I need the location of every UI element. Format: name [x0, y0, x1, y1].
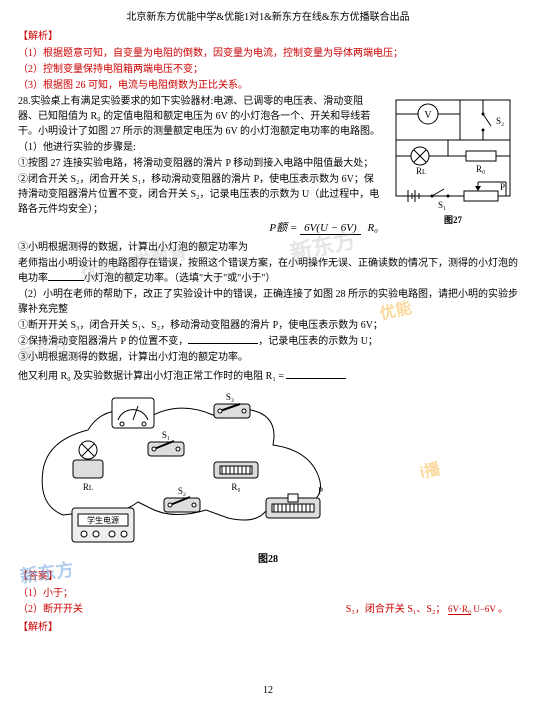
s1-label: S₁: [438, 200, 446, 210]
switch-s1: S₁: [148, 430, 184, 456]
lamp-rl: RL: [73, 441, 103, 492]
analysis-2-label: 【解析】: [18, 620, 518, 635]
s2-label: S₂: [496, 116, 504, 126]
rheostat: P: [266, 486, 323, 518]
answer-2-right: S₃，闭合开关 S₁、S₂； 6V·R₀ U−6V 。: [346, 602, 508, 617]
blank-2: [188, 334, 258, 344]
analysis-line-1: （1）根据题意可知，自变量为电阻的倒数，因变量为电流，控制变量为导体两端电压；: [18, 46, 518, 61]
analysis-line-2: （2）控制变量保持电阻箱两端电压不变；: [18, 62, 518, 77]
switch-s2: S₂: [164, 486, 200, 512]
figure-27: V S₂ RL R₀: [388, 94, 518, 228]
figure-28: S₃ RL S₁ R₀: [18, 390, 518, 550]
q28-step2c: ③小明根据测得的数据，计算出小灯泡的额定功率。: [18, 350, 518, 365]
resistor-r0: R₀: [214, 462, 258, 492]
svg-text:R₀: R₀: [231, 482, 240, 492]
rl-label: RL: [416, 166, 426, 176]
analysis-line-3: （3）根据图 26 可知，电流与电阻倒数为正比关系。: [18, 78, 518, 93]
page-header: 北京新东方优能中学&优能1对1&新东方在线&东方优播联合出品: [18, 10, 518, 25]
answer-2: （2）断开开关 S₃，闭合开关 S₁、S₂； 6V·R₀ U−6V 。: [18, 602, 518, 617]
figure-28-caption: 图28: [18, 552, 518, 567]
svg-text:学生电源: 学生电源: [87, 515, 119, 525]
svg-text:S₁: S₁: [162, 430, 170, 440]
page-number: 12: [263, 683, 273, 698]
svg-text:S₃: S₃: [226, 392, 234, 402]
blank-1: [48, 271, 84, 281]
voltmeter-device: [112, 398, 154, 428]
voltmeter-label: V: [424, 110, 432, 121]
switch-s3: S₃: [214, 392, 250, 418]
blank-3: [286, 369, 346, 379]
svg-text:RL: RL: [83, 482, 93, 492]
q28-step1c: ③小明根据测得的数据，计算出小灯泡的额定功率为: [18, 240, 518, 255]
answer-label: 【答案】: [18, 569, 518, 584]
analysis-label: 【解析】: [18, 29, 518, 44]
q28-step2b: ②保持滑动变阻器滑片 P 的位置不变，，记录电压表的示数为 U；: [18, 334, 518, 349]
p-label: P: [500, 182, 505, 192]
q28-teacher: 老师指出小明设计的电路图存在错误，按照这个错误方案，在小明操作无误、正确读数的情…: [18, 256, 518, 286]
q28-step2: （2）小明在老师的帮助下，改正了实验设计中的错误，正确连接了如图 28 所示的实…: [18, 287, 518, 317]
svg-text:P: P: [318, 486, 323, 496]
r0-label: R₀: [476, 164, 485, 174]
formula-fraction: 6V(U − 6V) R₀: [300, 220, 382, 237]
svg-text:S₂: S₂: [178, 486, 186, 496]
q28-extra: 他又利用 R₀ 及实验数据计算出小灯泡正常工作时的电阻 R₁ =: [18, 369, 518, 384]
power-supply: 学生电源: [72, 508, 134, 542]
answer-1: （1）小于；: [18, 586, 518, 601]
figure-27-caption: 图27: [388, 214, 518, 228]
q28-step2a: ①断开开关 S₃，闭合开关 S₁、S₂，移动滑动变阻器的滑片 P，使电压表示数为…: [18, 318, 518, 333]
